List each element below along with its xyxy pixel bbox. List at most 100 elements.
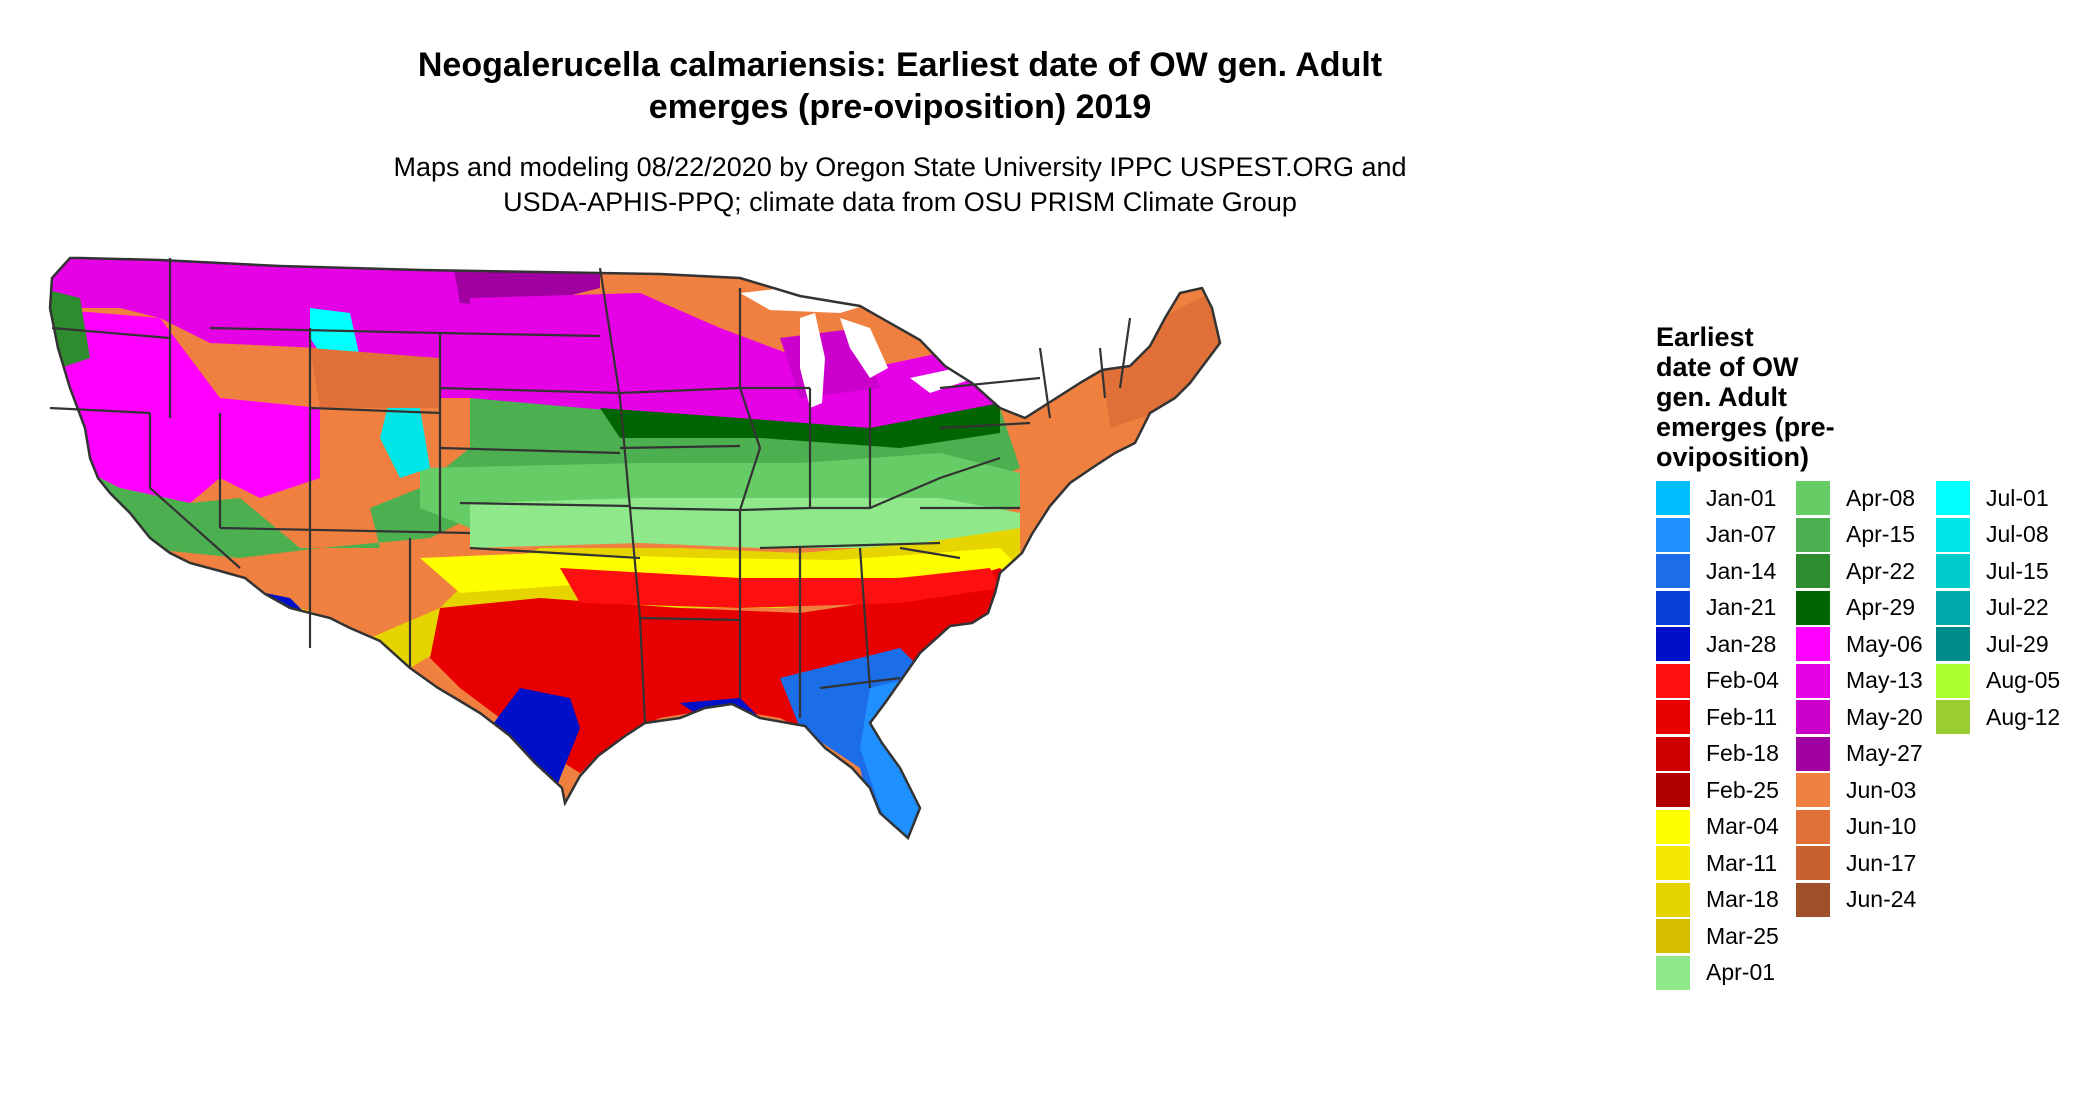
legend-item: Jul-29 xyxy=(1936,626,2049,662)
legend-label: Apr-08 xyxy=(1846,484,1916,511)
border-ia-mo xyxy=(619,444,741,450)
legend-label: Feb-11 xyxy=(1706,703,1778,730)
map-title-line-2: emerges (pre-oviposition) 2019 xyxy=(648,88,1152,126)
legend-swatch xyxy=(1796,481,1830,515)
legend-item: Apr-08 xyxy=(1796,480,1915,516)
legend-item: Jul-22 xyxy=(1936,590,2049,626)
legend-label: Apr-22 xyxy=(1846,557,1916,584)
border-or-ca xyxy=(49,406,151,415)
legend-item: Feb-18 xyxy=(1656,736,1779,772)
band-may-06-west xyxy=(50,308,320,503)
legend-item: Mar-25 xyxy=(1656,918,1779,954)
legend-title-line: oviposition) xyxy=(1656,442,1809,472)
legend-label: Jan-01 xyxy=(1706,484,1777,511)
legend-swatch xyxy=(1796,700,1830,734)
legend-item: May-06 xyxy=(1796,626,1923,662)
legend-item: Apr-29 xyxy=(1796,590,1915,626)
legend-label: Apr-15 xyxy=(1846,521,1916,547)
legend-item: Feb-25 xyxy=(1656,772,1779,808)
legend-label: Jul-08 xyxy=(1986,521,2049,547)
border-mo-ar xyxy=(629,506,741,512)
lake-erie xyxy=(910,363,990,393)
state-borders xyxy=(49,258,1132,724)
border-ok-tx xyxy=(469,546,641,560)
legend-item: Feb-04 xyxy=(1656,663,1779,699)
legend-swatch xyxy=(1936,590,1970,625)
legend-label: May-06 xyxy=(1846,630,1923,657)
legend-label: Feb-04 xyxy=(1706,667,1779,693)
legend-item: Jan-21 xyxy=(1656,590,1776,626)
legend-label: Jul-01 xyxy=(1986,484,2049,511)
legend-item: Jul-01 xyxy=(1936,480,2049,516)
border-ohio-river xyxy=(739,456,1001,512)
legend-item: Aug-05 xyxy=(1936,663,2060,699)
border-ne-ks xyxy=(439,446,621,455)
legend-label: Jan-14 xyxy=(1706,557,1777,584)
border-ar-la xyxy=(639,616,741,622)
legend-swatch xyxy=(1796,809,1830,844)
lake-huron xyxy=(840,318,888,378)
map-subtitle-line-2: USDA-APHIS-PPQ; climate data from OSU PR… xyxy=(503,187,1297,217)
legend-swatch xyxy=(1656,517,1690,552)
legend-label: Feb-18 xyxy=(1706,740,1779,766)
legend-item: Feb-11 xyxy=(1656,699,1777,735)
lake-michigan xyxy=(800,313,825,408)
map-subtitle: Maps and modeling 08/22/2020 by Oregon S… xyxy=(240,150,1560,220)
legend-swatch xyxy=(1796,736,1830,771)
legend-item: Jan-07 xyxy=(1656,517,1776,553)
band-apr-01 xyxy=(470,498,1020,548)
legend-label: Mar-18 xyxy=(1706,886,1779,912)
legend-item: Apr-15 xyxy=(1796,517,1915,553)
border-mt-south xyxy=(209,326,441,335)
border-pa-south xyxy=(939,421,1031,430)
legend-item: Mar-04 xyxy=(1656,809,1779,845)
legend-item: May-13 xyxy=(1796,663,1923,699)
legend-swatch xyxy=(1656,554,1690,588)
legend-label: Jul-15 xyxy=(1986,557,2049,584)
legend-label: Jan-21 xyxy=(1706,594,1777,620)
legend-swatch xyxy=(1656,663,1690,698)
legend-swatch xyxy=(1656,955,1690,990)
border-four-corners xyxy=(219,526,471,535)
legend-item: May-20 xyxy=(1796,699,1923,735)
band-feb-04 xyxy=(560,568,1000,608)
us-phenology-map xyxy=(48,256,1222,841)
border-vt-nh xyxy=(1098,347,1107,399)
legend-swatch xyxy=(1796,773,1830,807)
border-nc-sc xyxy=(899,546,961,560)
band-jul-08-colorado xyxy=(380,398,430,478)
legend-item: Jun-10 xyxy=(1796,809,1916,845)
border-sd-ne xyxy=(439,386,621,395)
legend-swatch xyxy=(1656,700,1690,734)
map-subtitle-line-1: Maps and modeling 08/22/2020 by Oregon S… xyxy=(393,152,1407,182)
map-title: Neogalerucella calmariensis: Earliest da… xyxy=(300,44,1500,128)
legend-label: Mar-11 xyxy=(1706,849,1778,876)
legend-swatch xyxy=(1796,517,1830,552)
legend-item: Apr-01 xyxy=(1656,955,1775,991)
legend-item: Jan-14 xyxy=(1656,553,1776,589)
border-ks-ok xyxy=(459,501,631,508)
border-wy xyxy=(308,328,442,415)
band-jan-28 xyxy=(490,688,580,808)
legend-swatch xyxy=(1796,846,1830,880)
legend-swatch xyxy=(1936,700,1970,734)
legend-label: Jun-10 xyxy=(1846,813,1917,839)
us-outline xyxy=(48,256,1222,841)
legend-item: Jun-03 xyxy=(1796,772,1916,808)
border-wa-or xyxy=(51,326,171,340)
border-tn-south xyxy=(759,541,941,550)
band-jun-10-colorado xyxy=(310,348,440,408)
legend-label: Jan-28 xyxy=(1706,630,1777,657)
legend-swatch xyxy=(1796,554,1830,588)
legend-swatch xyxy=(1656,773,1690,807)
legend-label: May-13 xyxy=(1846,667,1923,693)
legend-label: Jan-07 xyxy=(1706,521,1777,547)
map-title-line-1: Neogalerucella calmariensis: Earliest da… xyxy=(417,46,1383,84)
border-me-nh xyxy=(1118,317,1132,389)
legend-swatch xyxy=(1936,663,1970,698)
lake-ontario xyxy=(1000,348,1055,368)
border-ca-nv xyxy=(148,413,241,569)
border-mn-ia xyxy=(619,386,741,395)
legend-swatch xyxy=(1796,590,1830,625)
legend-label: Mar-04 xyxy=(1706,813,1779,839)
